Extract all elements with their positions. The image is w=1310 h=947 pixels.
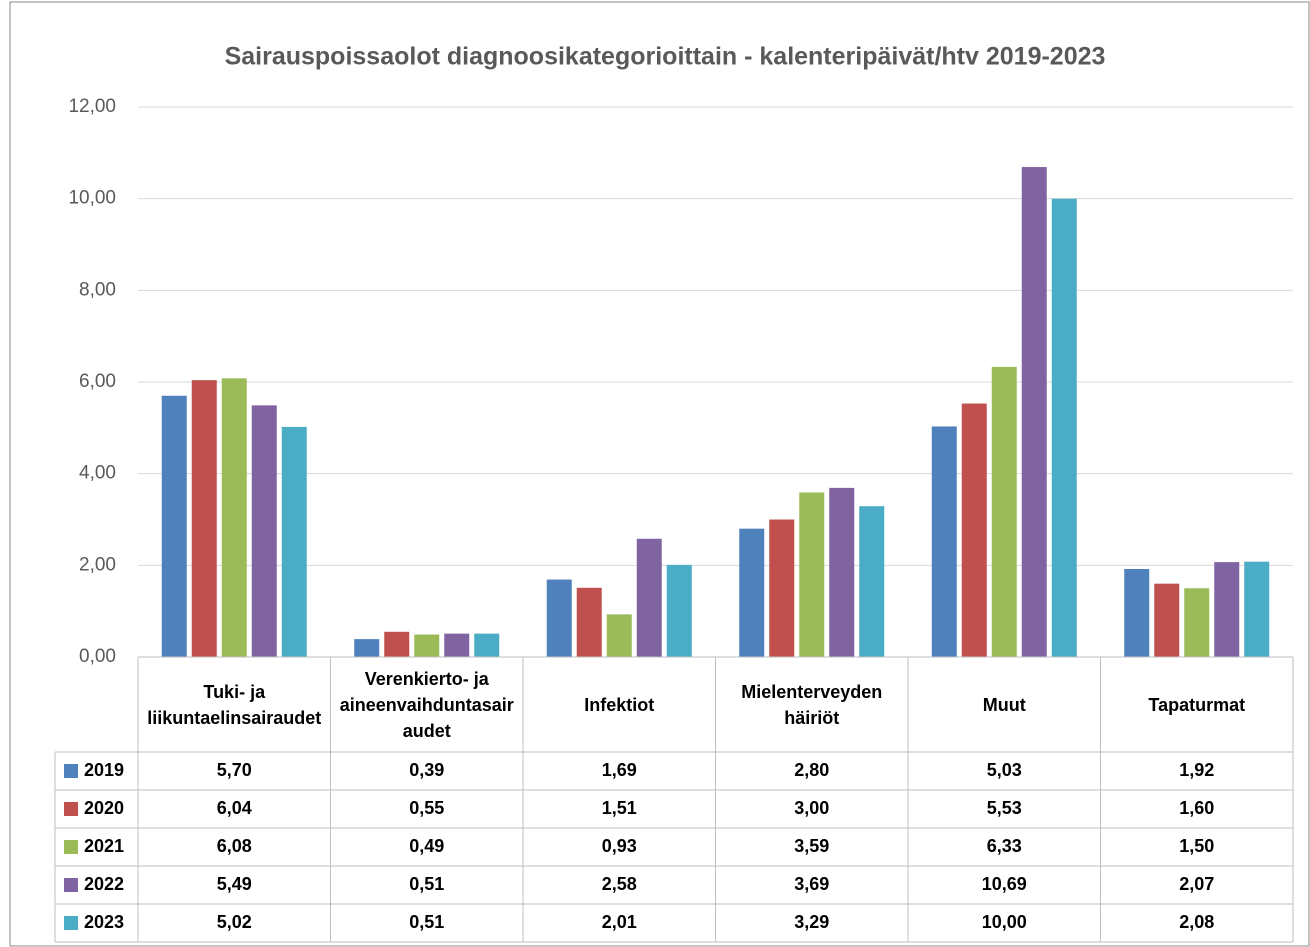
data-label: 6,08 <box>217 836 252 856</box>
data-label: 3,00 <box>794 798 829 818</box>
x-tick-label: Muut <box>982 694 1026 715</box>
bar <box>1051 198 1077 657</box>
data-label: 2,01 <box>602 912 637 932</box>
bar <box>546 579 572 657</box>
legend-label: 2022 <box>84 874 124 894</box>
bar <box>1124 569 1150 657</box>
y-tick-label: 10,00 <box>68 188 116 209</box>
data-label: 3,69 <box>794 874 829 894</box>
category-cell: Muut <box>982 694 1026 715</box>
bar <box>769 519 795 657</box>
bar <box>1214 562 1240 657</box>
bar <box>281 426 307 657</box>
category-cell: Tapaturmat <box>1148 694 1246 715</box>
data-label: 1,92 <box>1179 760 1214 780</box>
bar <box>474 633 500 657</box>
category-cell: Tuki- ja liikuntaelinsairaudet <box>147 681 322 728</box>
category-cell: Mielenterveyden häiriöt <box>741 681 883 728</box>
data-label: 2,07 <box>1179 874 1214 894</box>
data-label: 6,04 <box>217 798 252 818</box>
legend-label: 2021 <box>84 836 124 856</box>
data-label: 3,29 <box>794 912 829 932</box>
bar <box>666 564 692 657</box>
bar <box>191 380 217 657</box>
chart-title: Sairauspoissaolot diagnoosikategorioitta… <box>225 43 1106 71</box>
data-label: 5,53 <box>987 798 1022 818</box>
x-tick-label: Infektiot <box>584 694 655 715</box>
bar <box>251 405 277 657</box>
data-label: 6,33 <box>987 836 1022 856</box>
data-label: 0,51 <box>409 874 444 894</box>
bar <box>1244 561 1270 657</box>
data-label: 10,69 <box>982 874 1027 894</box>
bar <box>931 426 957 657</box>
data-label: 2,08 <box>1179 912 1214 932</box>
y-tick-label: 4,00 <box>79 463 116 484</box>
legend-swatch <box>64 802 78 816</box>
data-label: 5,02 <box>217 912 252 932</box>
data-label: 0,39 <box>409 760 444 780</box>
data-label: 1,69 <box>602 760 637 780</box>
data-label: 5,49 <box>217 874 252 894</box>
bar <box>414 634 440 657</box>
y-tick-label: 8,00 <box>79 279 116 300</box>
data-label: 0,49 <box>409 836 444 856</box>
bar <box>1184 588 1210 657</box>
legend-swatch <box>64 840 78 854</box>
bar <box>739 528 765 657</box>
data-label: 3,59 <box>794 836 829 856</box>
x-tick-label: Mielenterveyden häiriöt <box>741 681 883 728</box>
y-tick-label: 12,00 <box>68 96 116 117</box>
bar <box>354 639 380 657</box>
x-tick-label: Tapaturmat <box>1148 694 1246 715</box>
data-label: 5,70 <box>217 760 252 780</box>
bar <box>221 378 247 657</box>
data-label: 1,50 <box>1179 836 1214 856</box>
data-label: 0,51 <box>409 912 444 932</box>
data-label: 1,51 <box>602 798 637 818</box>
bar <box>829 487 855 657</box>
y-tick-label: 0,00 <box>79 646 116 667</box>
bar <box>1021 167 1047 657</box>
bar <box>384 631 410 657</box>
data-label: 1,60 <box>1179 798 1214 818</box>
x-tick-label: Verenkierto- ja aineenvaihduntasairaudet <box>339 668 514 741</box>
y-tick-label: 2,00 <box>79 554 116 575</box>
data-label: 0,93 <box>602 836 637 856</box>
bar <box>444 633 470 657</box>
bar <box>636 538 662 657</box>
bar <box>991 366 1017 657</box>
legend-swatch <box>64 878 78 892</box>
data-label: 0,55 <box>409 798 444 818</box>
data-label: 10,00 <box>982 912 1027 932</box>
y-tick-label: 6,00 <box>79 371 116 392</box>
bar <box>161 395 187 657</box>
legend-label: 2023 <box>84 912 124 932</box>
category-cell: Infektiot <box>584 694 655 715</box>
bar <box>859 506 885 657</box>
data-label: 2,80 <box>794 760 829 780</box>
bar <box>1154 583 1180 657</box>
x-tick-label: Tuki- ja liikuntaelinsairaudet <box>147 681 322 728</box>
bar <box>576 587 602 657</box>
legend-label: 2020 <box>84 798 124 818</box>
bar <box>799 492 825 657</box>
legend-label: 2019 <box>84 760 124 780</box>
bar <box>961 403 987 657</box>
category-cell: Verenkierto- ja aineenvaihduntasairaudet <box>339 668 514 741</box>
bar <box>606 614 632 657</box>
legend-swatch <box>64 764 78 778</box>
data-label: 5,03 <box>987 760 1022 780</box>
legend-swatch <box>64 916 78 930</box>
data-label: 2,58 <box>602 874 637 894</box>
